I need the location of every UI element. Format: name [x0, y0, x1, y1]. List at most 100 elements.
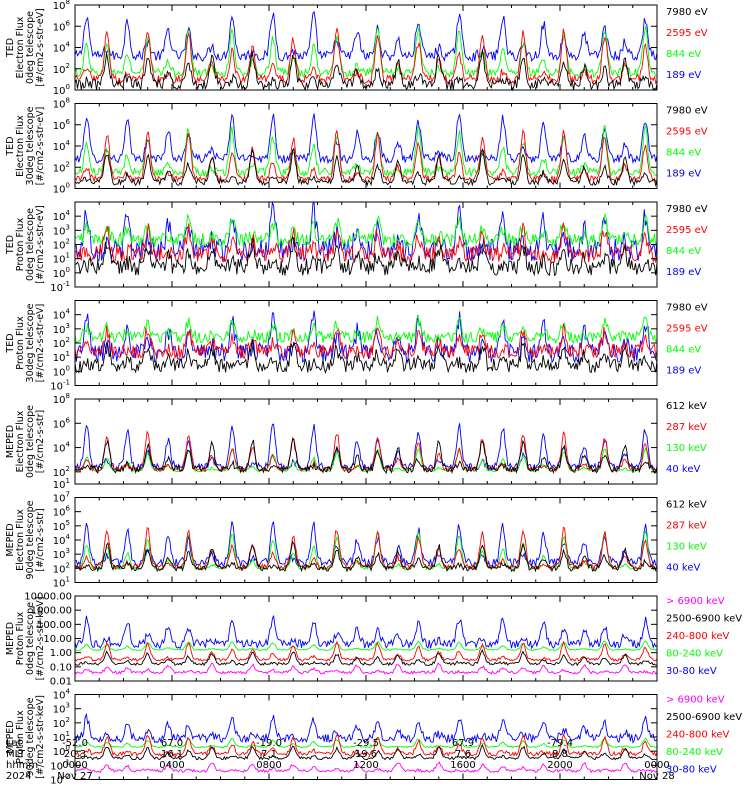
y-axis-label: [#/cm2-s-str-eV] [35, 205, 46, 284]
y-tick-label: 103 [53, 322, 70, 336]
y-axis-label: Proton Flux [15, 710, 26, 764]
footer-tick-label: 19.6 [355, 749, 377, 760]
y-tick-label: 0.01 [50, 677, 72, 688]
y-tick-label: 10-2 [50, 773, 70, 787]
y-tick-label: 102 [53, 238, 70, 252]
series-trace-8-1 [74, 712, 658, 744]
y-axis-label: Proton Flux [15, 316, 26, 370]
legend-entry: > 6900 keV [666, 596, 725, 607]
legend-entry: 40 keV [666, 563, 700, 574]
y-tick-label: 101 [53, 350, 70, 364]
y-tick-label: 1.00 [50, 648, 72, 659]
legend-entry: 844 eV [666, 148, 701, 159]
series-trace-7-4 [74, 649, 658, 667]
series-trace-4-1 [74, 310, 658, 365]
footer-tick-label: 7.1 [261, 749, 277, 760]
footer-row-label: MLT [6, 749, 26, 760]
legend-entry: 287 keV [666, 521, 707, 532]
series-trace-1-1 [74, 10, 658, 63]
y-axis-label: 30deg telescope [25, 106, 36, 185]
y-axis-label: Electron Flux [15, 115, 26, 177]
legend-entry: 189 eV [666, 366, 701, 377]
legend-entry: 189 eV [666, 70, 701, 81]
y-tick-label: 104 [53, 308, 71, 322]
legend-entry: 240-800 keV [666, 730, 730, 741]
legend-entry: 40 keV [666, 464, 700, 475]
footer-tick-label: 1200 [353, 760, 378, 771]
legend-entry: 2595 eV [666, 127, 708, 138]
footer-tick-label: 0000 [62, 760, 87, 771]
legend-entry: 7980 eV [666, 7, 708, 18]
legend-entry: 287 keV [666, 422, 707, 433]
legend-entry: 2595 eV [666, 225, 708, 236]
legend-entry: 30-80 keV [666, 666, 717, 677]
legend-entry: 2595 eV [666, 324, 708, 335]
series-trace-8-5 [74, 761, 658, 774]
footer-tick-label: -79.4 [547, 738, 573, 749]
series-trace-7-2 [74, 640, 658, 652]
y-axis-label: [#/cm2-s-str] [35, 508, 46, 571]
footer-tick-label: 20.3 [64, 749, 86, 760]
y-tick-label: 102 [53, 716, 70, 730]
y-tick-label: 101 [53, 252, 70, 266]
footer-tick-label: 7.6 [455, 749, 471, 760]
y-tick-label: 102 [53, 336, 70, 350]
y-tick-label: 101 [53, 477, 70, 491]
y-tick-label: 108 [53, 392, 70, 406]
y-axis-label: MEPED [5, 425, 16, 458]
y-tick-label: 104 [53, 139, 71, 153]
series-trace-6-3 [74, 526, 658, 572]
legend-entry: > 6900 keV [666, 695, 725, 706]
legend-entry: 189 eV [666, 169, 701, 180]
legend-entry: 7980 eV [666, 204, 708, 215]
series-trace-7-1 [74, 615, 658, 650]
legend-entry: 189 eV [666, 267, 701, 278]
y-tick-label: 102 [53, 160, 70, 174]
y-axis-label: [#/cm2-s-str] [35, 410, 46, 473]
series-trace-3-4 [74, 235, 658, 277]
y-tick-label: 103 [53, 547, 70, 561]
y-tick-label: 103 [53, 223, 70, 237]
y-tick-label: 102 [53, 465, 70, 479]
footer-tick-label: -29.5 [353, 738, 379, 749]
y-axis-label: 0deg telescope [25, 11, 36, 84]
legend-entry: 844 eV [666, 49, 701, 60]
y-axis-label: TED [5, 38, 16, 58]
series-trace-2-3 [74, 129, 658, 184]
y-axis-label: Proton Flux [15, 611, 26, 665]
y-tick-label: 101 [53, 576, 70, 590]
y-tick-label: 100.00 [37, 620, 72, 631]
y-tick-label: 102 [53, 62, 70, 76]
footer-tick-label: -52.0 [62, 738, 88, 749]
plot-frame [74, 595, 658, 682]
series-trace-8-4 [74, 743, 658, 761]
y-tick-label: 10-1 [50, 379, 70, 393]
series-trace-4-3 [74, 323, 658, 360]
y-tick-label: 104 [53, 441, 71, 455]
y-axis-label: 0deg telescope [25, 405, 36, 478]
y-tick-label: 104 [53, 533, 71, 547]
legend-entry: 130 keV [666, 443, 707, 454]
y-axis-label: TED [5, 333, 16, 353]
footer-tick-label: 8.8 [552, 749, 568, 760]
y-tick-label: 107 [53, 491, 70, 505]
series-trace-5-1 [74, 423, 658, 473]
y-axis-label: 0deg telescope [25, 602, 36, 675]
y-tick-label: 100 [53, 83, 70, 97]
y-tick-label: 100 [53, 364, 70, 378]
footer-row-label: hhmm [6, 760, 38, 771]
legend-entry: 844 eV [666, 345, 701, 356]
footer-tick-label: 2000 [547, 760, 572, 771]
flux-panel-2: 100 102 104 106 108 TED Electron Flux 30deg tel… [5, 97, 708, 196]
legend-entry: 7980 eV [666, 303, 708, 314]
y-axis-label: Proton Flux [15, 217, 26, 271]
y-tick-label: 105 [53, 519, 70, 533]
series-trace-7-5 [74, 662, 658, 675]
y-tick-label: 10.00 [43, 634, 72, 645]
y-tick-label: 0.10 [50, 662, 72, 673]
y-axis-label: 0deg telescope [25, 208, 36, 281]
